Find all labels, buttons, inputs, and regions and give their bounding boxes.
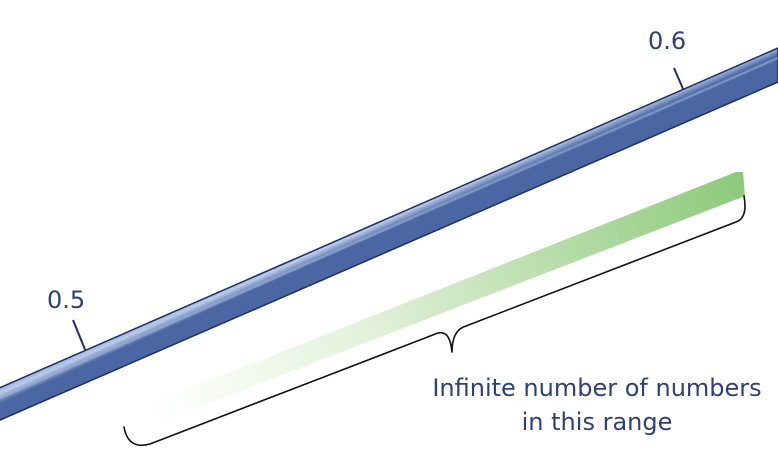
number-line-highlight [0, 57, 778, 399]
tick-label-0-5: 0.5 [47, 286, 85, 314]
tick-label-0-6: 0.6 [648, 27, 686, 55]
number-line-bar [0, 47, 778, 421]
range-caption-line-1: Infinite number of numbers [432, 374, 761, 402]
range-band [150, 172, 745, 426]
range-brace [123, 195, 746, 446]
range-caption-line-2: in this range [522, 408, 673, 436]
tick-mark-0-5 [72, 319, 87, 353]
